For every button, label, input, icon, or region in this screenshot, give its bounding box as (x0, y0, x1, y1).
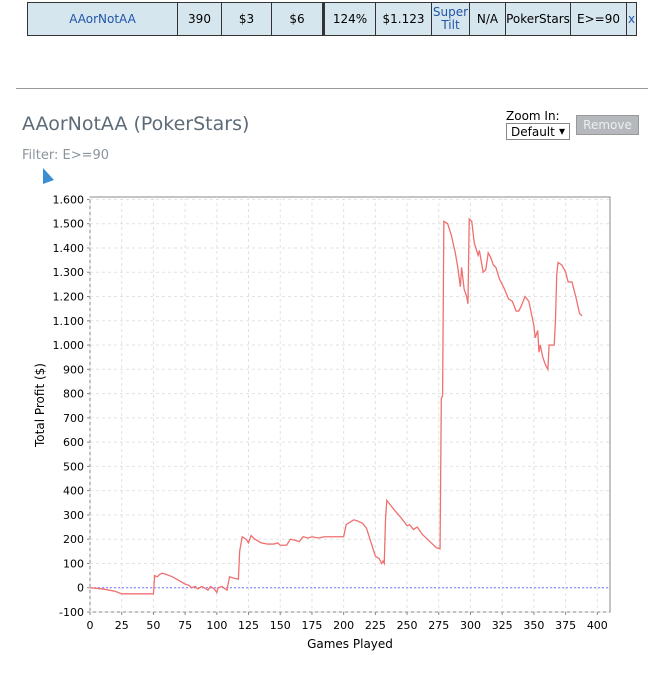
table-cell: $3 (222, 2, 272, 36)
y-tick-label: 1.500 (53, 218, 85, 231)
x-tick-label: 175 (301, 619, 322, 632)
x-tick-label: 250 (397, 619, 418, 632)
x-tick-label: 325 (492, 619, 513, 632)
y-tick-label: 400 (63, 485, 84, 498)
dropdown-arrow: ▾ (558, 124, 565, 138)
y-tick-label: 900 (63, 363, 84, 376)
x-tick-label: 375 (555, 619, 576, 632)
y-tick-label: 200 (63, 533, 84, 546)
y-tick-label: 1.200 (53, 291, 85, 304)
x-tick-label: 50 (146, 619, 160, 632)
table-cell: N/A (470, 2, 506, 36)
remove-button[interactable]: Remove (576, 115, 639, 135)
x-axis-label: Games Played (307, 637, 393, 651)
plot-area (89, 196, 611, 613)
x-tick-label: 300 (460, 619, 481, 632)
table-cell: 390 (178, 2, 222, 36)
y-tick-label: 700 (63, 412, 84, 425)
x-tick-label: 0 (87, 619, 94, 632)
zoom-value: Default (511, 125, 555, 139)
x-tick-label: 125 (238, 619, 259, 632)
table-cell[interactable]: AAorNotAA (27, 2, 178, 36)
y-tick-label: 1.000 (53, 339, 85, 352)
y-tick-label: 500 (63, 460, 84, 473)
y-tick-label: -100 (59, 606, 84, 619)
table-cell: PokerStars (506, 2, 571, 36)
table-cell: 124% (323, 2, 376, 36)
x-tick-label: 350 (523, 619, 544, 632)
table-cell[interactable]: Super Tilt (432, 2, 470, 36)
y-tick-label: 1.100 (53, 315, 85, 328)
x-tick-label: 400 (587, 619, 608, 632)
y-tick-label: 1.400 (53, 242, 85, 255)
y-tick-label: 300 (63, 509, 84, 522)
chart-heading: AAorNotAA (PokerStars) (22, 113, 250, 135)
y-tick-label: 0 (77, 582, 84, 595)
zoom-label: Zoom In: (506, 109, 560, 123)
cursor (43, 168, 54, 184)
x-tick-label: 200 (333, 619, 354, 632)
x-tick-label: 275 (428, 619, 449, 632)
x-tick-label: 25 (115, 619, 129, 632)
y-tick-label: 1.600 (53, 193, 85, 206)
divider (16, 88, 648, 89)
x-tick-label: 75 (178, 619, 192, 632)
y-axis-label: Total Profit ($) (33, 363, 47, 448)
table-cell[interactable]: x (627, 2, 637, 36)
table-cell: $6 (272, 2, 323, 36)
y-tick-label: 100 (63, 557, 84, 570)
table-cell: E>=90 (571, 2, 627, 36)
line-series (89, 217, 583, 595)
y-tick-label: 1.300 (53, 266, 85, 279)
y-tick-label: 800 (63, 388, 84, 401)
filter-label: Filter: E>=90 (22, 148, 110, 163)
zoom-select[interactable]: Default ▾ (506, 123, 570, 140)
x-tick-label: 100 (206, 619, 227, 632)
x-tick-label: 225 (365, 619, 386, 632)
y-tick-label: 600 (63, 436, 84, 449)
table-cell: $1.123 (376, 2, 432, 36)
x-tick-label: 150 (270, 619, 291, 632)
